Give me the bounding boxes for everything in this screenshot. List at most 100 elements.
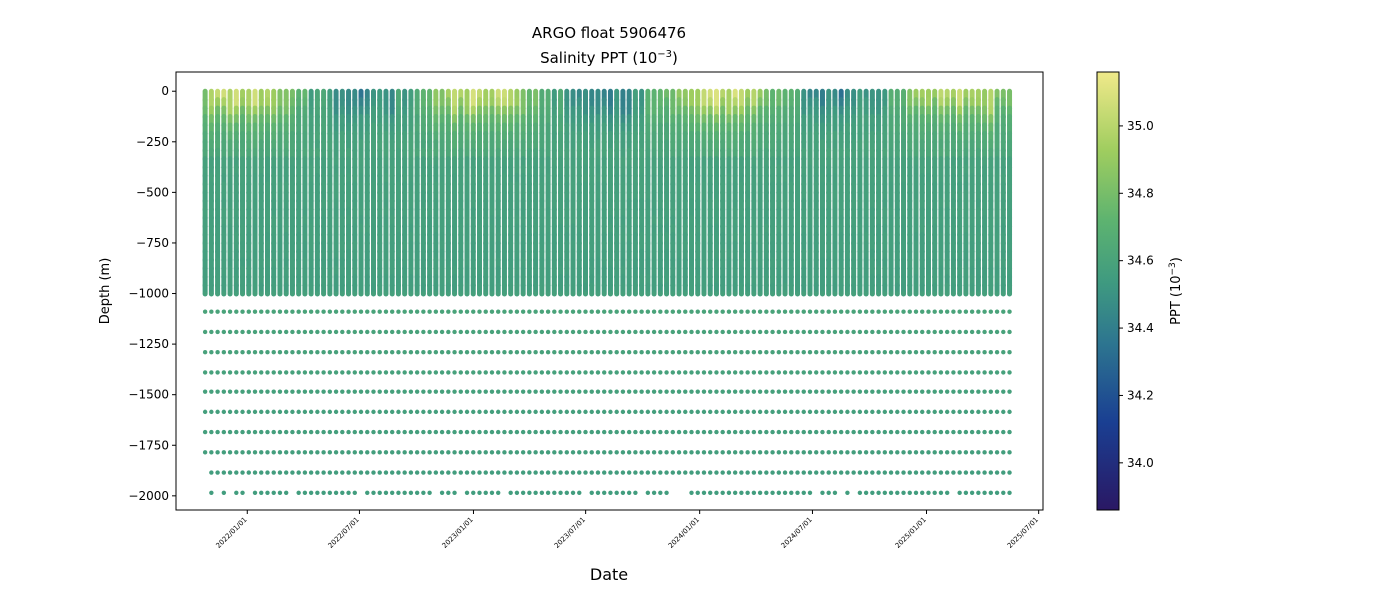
profile [732, 88, 738, 496]
sample-point [714, 349, 719, 355]
sample-point [402, 389, 407, 394]
sample-point [539, 409, 545, 415]
sample-point [639, 450, 644, 455]
sample-point [857, 429, 863, 435]
sample-point [321, 309, 326, 314]
sample-point [321, 429, 326, 435]
sample-point [932, 450, 937, 455]
sample-point [402, 409, 407, 415]
sample-point [951, 349, 956, 355]
profile [770, 88, 776, 496]
sample-point [608, 389, 613, 394]
sample-point [577, 429, 582, 435]
sample-point [645, 409, 651, 415]
sample-point [620, 370, 626, 375]
sample-point [564, 309, 569, 314]
sample-point [209, 291, 214, 296]
sample-point [234, 349, 239, 355]
sample-point [633, 450, 638, 455]
sample-point [951, 370, 956, 375]
sample-point [483, 429, 488, 435]
sample-point [994, 470, 1000, 475]
sample-point [477, 429, 482, 435]
sample-point [246, 429, 251, 435]
sample-point [838, 329, 844, 335]
sample-point [552, 309, 557, 314]
sample-point [352, 309, 357, 314]
sample-point [745, 409, 750, 415]
sample-point [259, 370, 264, 375]
sample-point [365, 450, 370, 455]
sample-point [720, 490, 725, 496]
sample-point [570, 470, 576, 475]
sample-point [371, 349, 376, 355]
profile [470, 88, 476, 496]
sample-point [969, 470, 975, 475]
x-tick-label: 2025/07/01 [1006, 516, 1040, 550]
sample-point [708, 429, 713, 435]
sample-point [602, 389, 607, 394]
sample-point [664, 490, 669, 496]
sample-point [888, 429, 894, 435]
sample-point [265, 389, 270, 394]
sample-point [433, 389, 439, 394]
sample-point [234, 329, 239, 335]
sample-point [583, 429, 588, 435]
sample-point [801, 490, 806, 496]
sample-point [446, 450, 451, 455]
sample-point [814, 450, 819, 455]
sample-point [626, 291, 632, 296]
sample-point [645, 470, 651, 475]
profile [988, 88, 994, 496]
sample-point [689, 450, 694, 455]
sample-point [545, 370, 551, 375]
sample-point [1007, 409, 1012, 415]
sample-point [870, 370, 875, 375]
sample-point [446, 349, 451, 355]
sample-point [539, 429, 545, 435]
sample-point [539, 309, 545, 314]
sample-point [277, 450, 283, 455]
sample-point [558, 450, 563, 455]
colorbar-tick-label: 34.6 [1127, 254, 1154, 268]
sample-point [670, 409, 676, 415]
sample-point [876, 409, 881, 415]
sample-point [408, 389, 414, 394]
sample-point [527, 450, 532, 455]
sample-point [358, 349, 364, 355]
profile [882, 88, 888, 496]
sample-point [913, 409, 919, 415]
sample-point [202, 329, 208, 335]
sample-point [701, 389, 707, 394]
sample-point [739, 349, 744, 355]
sample-point [639, 349, 644, 355]
sample-point [664, 370, 669, 375]
profile [233, 88, 239, 496]
profile [433, 88, 439, 475]
sample-point [944, 429, 950, 435]
sample-point [483, 409, 488, 415]
sample-point [427, 409, 432, 415]
sample-point [720, 291, 725, 296]
sample-point [944, 470, 950, 475]
sample-point [202, 450, 208, 455]
profile [414, 88, 420, 496]
sample-point [446, 389, 451, 394]
sample-point [907, 470, 912, 475]
sample-point [271, 370, 276, 375]
sample-point [863, 409, 869, 415]
sample-point [296, 470, 301, 475]
sample-point [926, 370, 931, 375]
sample-point [202, 409, 208, 415]
sample-point [552, 490, 557, 496]
sample-point [483, 291, 489, 296]
sample-point [857, 490, 863, 496]
sample-point [695, 409, 700, 415]
profile [826, 88, 832, 496]
sample-point [533, 490, 538, 496]
sample-point [545, 389, 551, 394]
sample-point [333, 349, 339, 355]
sample-point [639, 389, 644, 394]
sample-point [963, 370, 969, 375]
sample-point [396, 450, 401, 455]
